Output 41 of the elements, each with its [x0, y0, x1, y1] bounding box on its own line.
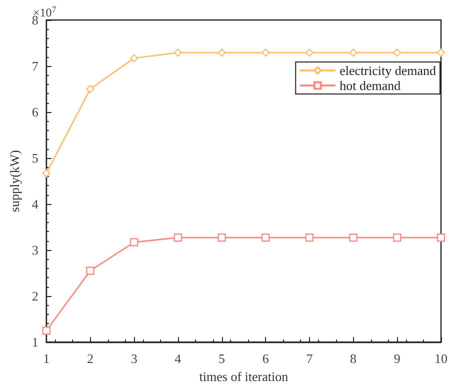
y-axis-title: supply(kW) [7, 150, 22, 212]
point [174, 234, 182, 242]
y-tick-label: 3 [32, 242, 38, 258]
x-tick-label: 2 [86, 351, 94, 366]
y-tick-label: 4 [32, 196, 39, 212]
legend-label: electricity demand [340, 63, 436, 78]
point [305, 48, 314, 57]
point [86, 266, 94, 275]
point [130, 238, 138, 246]
point [393, 48, 402, 57]
x-tick-label: 5 [218, 351, 226, 366]
x-tick-label: 9 [394, 351, 400, 366]
legend-label: hot demand [340, 78, 402, 93]
point [130, 54, 138, 62]
point [262, 48, 270, 57]
point [42, 326, 50, 335]
y-tick-label: 6 [32, 104, 39, 120]
y-tick-label: 2 [32, 288, 38, 304]
x-tick-label: 10 [434, 351, 448, 366]
point [174, 48, 182, 57]
point [349, 48, 358, 57]
point [436, 234, 446, 242]
point [86, 84, 94, 94]
point [218, 48, 226, 57]
x-tick-label: 3 [130, 351, 138, 366]
x-tick-label: 4 [174, 351, 182, 366]
point [42, 169, 50, 178]
x-tick-label: 1 [43, 351, 50, 366]
point [349, 234, 358, 242]
x-tick-label: 8 [350, 351, 357, 366]
y-tick-label: 5 [32, 150, 38, 166]
point [218, 234, 226, 242]
x-tick-label: 7 [306, 351, 314, 366]
point [393, 234, 402, 242]
y-tick-label: 1 [32, 334, 38, 350]
x-tick-label: 6 [262, 351, 270, 366]
y-tick-label: 7 [32, 58, 39, 74]
point [436, 48, 446, 57]
point [305, 234, 314, 242]
x-axis-title: times of iteration [199, 369, 289, 384]
point [262, 234, 270, 242]
